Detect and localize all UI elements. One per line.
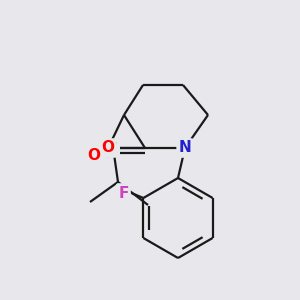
Text: N: N <box>178 140 191 155</box>
Text: O: O <box>88 148 100 163</box>
Text: O: O <box>101 140 115 155</box>
Text: F: F <box>118 185 128 200</box>
